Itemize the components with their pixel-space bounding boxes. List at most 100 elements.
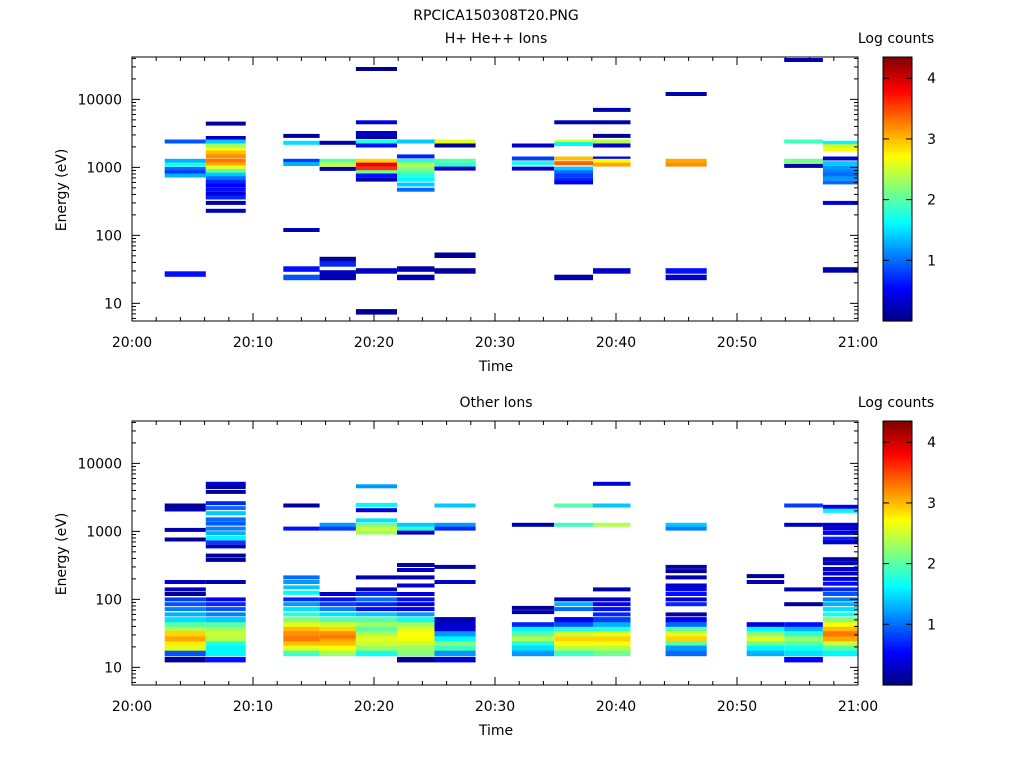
heatmap-cell <box>554 626 593 633</box>
colorbar-step <box>883 522 912 527</box>
heatmap-cell <box>205 612 246 617</box>
heatmap-cell <box>205 169 246 174</box>
colorbar-step <box>883 665 912 670</box>
heatmap-cell <box>319 650 356 657</box>
heatmap-cell <box>511 626 555 633</box>
heatmap-cell <box>511 166 555 171</box>
x-tick-label: 20:40 <box>596 335 636 351</box>
heatmap-cell <box>554 156 593 161</box>
heatmap-cell <box>319 256 356 263</box>
heatmap-cell <box>434 143 476 148</box>
heatmap-cell <box>593 612 631 617</box>
colorbar-step <box>883 539 912 543</box>
colorbar-step <box>883 241 912 245</box>
colorbar-tick-label: 4 <box>927 71 936 87</box>
colorbar-step <box>883 76 912 80</box>
colorbar-step <box>883 434 912 439</box>
heatmap-cell <box>397 592 435 596</box>
heatmap-cell <box>319 597 356 602</box>
heatmap-cell <box>822 602 858 607</box>
heatmap-cell <box>205 553 246 558</box>
colorbar-step <box>883 462 912 466</box>
heatmap-cell <box>593 650 631 657</box>
colorbar-step <box>883 296 912 300</box>
heatmap-cell <box>355 645 397 652</box>
heatmap-cell <box>164 166 206 171</box>
colorbar-step <box>883 492 912 496</box>
heatmap-cell <box>397 612 435 617</box>
colorbar-step <box>883 591 912 595</box>
heatmap-cell <box>822 626 858 633</box>
heatmap-cell <box>397 173 435 178</box>
colorbar-tick-label: 3 <box>927 496 936 512</box>
heatmap-cell <box>205 121 246 126</box>
heatmap-cell <box>554 170 593 175</box>
heatmap-cell <box>822 540 858 545</box>
colorbar-step <box>883 178 912 182</box>
colorbar-step <box>883 230 912 234</box>
colorbar-step <box>883 131 912 135</box>
colorbar-step <box>883 652 912 656</box>
heatmap-cell <box>205 602 246 607</box>
colorbar-step <box>883 621 912 626</box>
colorbar-step <box>883 528 912 532</box>
colorbar-step <box>883 514 912 518</box>
heatmap-cell <box>822 581 858 586</box>
heatmap-cell <box>164 170 206 175</box>
heatmap-cell <box>355 67 397 71</box>
colorbar-step <box>883 103 912 108</box>
heatmap-cell <box>511 622 555 628</box>
heatmap-cell <box>665 158 707 163</box>
heatmap-cell <box>434 166 476 171</box>
heatmap-cell <box>397 139 435 144</box>
colorbar-step <box>883 484 912 488</box>
heatmap-cell <box>205 154 246 159</box>
heatmap-cell <box>434 656 476 663</box>
heatmap-cell <box>397 154 435 159</box>
heatmap-cell <box>355 143 397 148</box>
colorbar-step <box>883 301 912 306</box>
heatmap-cell <box>397 182 435 187</box>
colorbar: 1 2 3 4 <box>882 56 936 322</box>
heatmap-cell <box>784 58 823 62</box>
heatmap-cell <box>511 631 555 637</box>
heatmap-cell <box>205 580 246 584</box>
heatmap-cell <box>283 650 320 657</box>
colorbar-tick-label: 2 <box>927 557 936 573</box>
x-tick-label: 20:30 <box>475 699 515 715</box>
heatmap-cell <box>593 133 631 138</box>
heatmap-cell <box>746 636 785 642</box>
heatmap-cell <box>511 143 555 148</box>
colorbar-step <box>883 271 912 275</box>
colorbar-step <box>883 536 912 540</box>
y-tick-label: 10000 <box>77 456 122 472</box>
heatmap-cell <box>822 165 858 170</box>
heatmap-cell <box>205 607 246 612</box>
heatmap-cell <box>164 622 206 628</box>
heatmap-cell <box>822 522 858 527</box>
colorbar-step <box>883 288 912 292</box>
heatmap-cell <box>205 641 246 647</box>
heatmap-cell <box>434 252 476 258</box>
x-tick-label: 21:00 <box>838 335 878 351</box>
heatmap-cell <box>319 641 356 647</box>
heatmap-cell <box>822 557 858 562</box>
heatmap-cell <box>164 597 206 602</box>
heatmap-cell <box>593 120 631 125</box>
heatmap-cell <box>822 636 858 642</box>
heatmap-cell <box>665 592 707 596</box>
heatmap-cell <box>283 612 320 617</box>
heatmap-cell <box>164 636 206 642</box>
y-axis: 10 100 1000 10000 <box>77 57 858 319</box>
heatmap-cell <box>665 645 707 652</box>
heatmap-cell <box>319 617 356 623</box>
heatmap-cell <box>746 650 785 657</box>
colorbar-step <box>883 145 912 149</box>
heatmap-cell <box>164 587 206 592</box>
heatmap-cell <box>511 641 555 647</box>
x-tick-label: 20:20 <box>354 699 394 715</box>
colorbar-step <box>883 610 912 615</box>
colorbar-step <box>883 216 912 220</box>
heatmap-cell <box>434 617 476 623</box>
colorbar-step <box>883 627 912 631</box>
